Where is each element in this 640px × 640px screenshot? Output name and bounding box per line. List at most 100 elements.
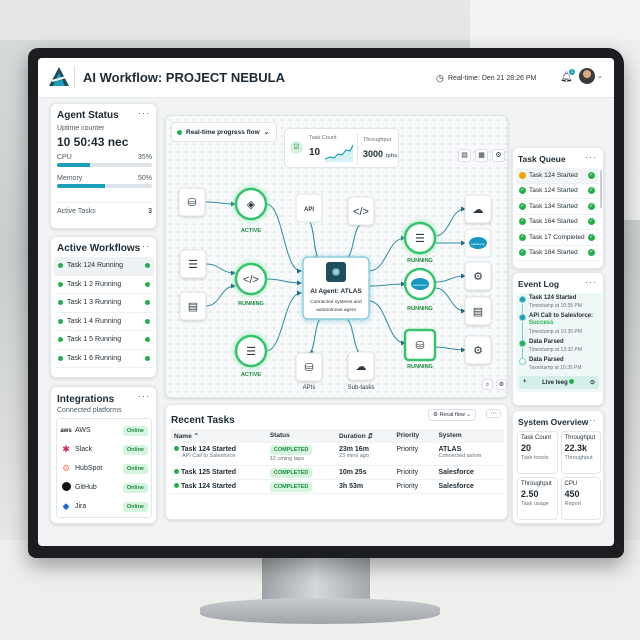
- node-status-label: RUNNING: [238, 301, 264, 307]
- user-avatar[interactable]: [579, 68, 595, 84]
- integrations-card: Integrations ··· Connected platforms aws…: [50, 386, 157, 524]
- workflow-item[interactable]: Task 1 5 Running: [54, 331, 154, 350]
- status-dot-icon: [58, 300, 63, 306]
- integration-github[interactable]: GitHub Online: [60, 478, 148, 497]
- server-node[interactable]: ☰: [234, 334, 268, 368]
- calendar-icon[interactable]: ▦: [475, 149, 488, 162]
- clipboard-icon[interactable]: ▤: [458, 149, 471, 162]
- event-title: Data Parsed: [529, 338, 564, 345]
- recent-tasks-table: Name ⌃ Status Duration ⇵ Priority System Tas…: [170, 429, 504, 494]
- salesforce-icon[interactable]: salesforce: [464, 228, 492, 258]
- chevron-down-icon[interactable]: ⌄: [597, 73, 603, 80]
- check-icon: ✓: [519, 187, 526, 195]
- queue-item[interactable]: ✓ Task 124 Started ✓: [516, 184, 598, 199]
- status-dot-icon: [145, 281, 150, 287]
- monitor-stand-neck: [262, 556, 370, 606]
- document-settings-icon[interactable]: ▤: [464, 296, 492, 326]
- check-icon: ✓: [588, 233, 595, 241]
- column-header[interactable]: System: [434, 429, 504, 443]
- workflow-item[interactable]: Task 1 4 Running: [54, 313, 154, 331]
- bell-icon[interactable]: 🔔︎: [560, 72, 573, 83]
- plus-icon[interactable]: +: [523, 379, 527, 386]
- zoom-icon[interactable]: ⌕: [482, 379, 493, 390]
- column-header[interactable]: Duration ⇵: [334, 429, 393, 443]
- salesforce-node[interactable]: salesforce: [403, 267, 437, 301]
- svg-text:</>: </>: [243, 274, 259, 286]
- integration-jira[interactable]: ◆ Jira Online: [60, 497, 148, 516]
- neural-network-icon: ✺: [331, 267, 340, 279]
- settings-icon[interactable]: ⊙: [589, 379, 595, 386]
- table-row[interactable]: Task 125 Started COMPLETED 10m 25s Priority…: [170, 465, 504, 480]
- more-icon[interactable]: ···: [138, 391, 150, 401]
- more-icon[interactable]: ···: [585, 152, 597, 162]
- status-dot-icon: [174, 483, 179, 488]
- more-icon[interactable]: ···: [138, 108, 150, 118]
- integration-aws[interactable]: aws AWS Online: [60, 421, 148, 440]
- code-node[interactable]: </>: [234, 262, 268, 296]
- slack-logo-icon: ✱: [62, 444, 70, 454]
- node-status-label: ACTIVE: [241, 372, 262, 378]
- queue-item[interactable]: ✓ Task 184 Started ✓: [516, 246, 598, 261]
- event-status-icon: [519, 357, 526, 365]
- column-header[interactable]: Name ⌃: [170, 429, 266, 443]
- svg-text:☰: ☰: [415, 233, 425, 245]
- workflow-item[interactable]: Task 1 2 Running: [54, 276, 154, 294]
- settings-icon[interactable]: ⚙: [492, 149, 505, 162]
- queue-item[interactable]: ✓ Task 164 Started ✓: [516, 215, 598, 230]
- event-time: Taxestamp at 10:35 PM: [529, 364, 582, 371]
- document-icon[interactable]: ▤: [179, 291, 207, 321]
- queue-label: Task 124 Started: [529, 171, 578, 179]
- more-icon[interactable]: ···: [585, 277, 597, 287]
- server-node[interactable]: ☰: [403, 221, 437, 255]
- live-log-bar[interactable]: + Live leeg ⊙: [519, 375, 599, 389]
- database-node[interactable]: ⛁: [403, 328, 437, 362]
- more-icon[interactable]: ···: [585, 415, 597, 425]
- integration-slack[interactable]: ✱ Slack Online: [60, 440, 148, 459]
- workflow-item[interactable]: Task 124 Running: [54, 257, 154, 276]
- flow-connector: [308, 318, 322, 356]
- settings-icon[interactable]: ⚙: [496, 379, 507, 390]
- system: Salesforce: [438, 469, 474, 476]
- column-label: Name: [174, 433, 192, 440]
- queue-item[interactable]: ✓ Task 134 Started ✓: [516, 199, 598, 215]
- server-icon[interactable]: ☰: [179, 249, 207, 279]
- status-badge: Online: [122, 444, 148, 455]
- queue-item[interactable]: Task 124 Started ✓: [516, 168, 598, 184]
- layers-node[interactable]: ◈: [234, 187, 268, 221]
- gear-icon[interactable]: ⚙: [464, 261, 492, 291]
- database-icon[interactable]: ⛁: [178, 187, 206, 217]
- status-dot-icon: [174, 469, 179, 474]
- column-header[interactable]: Priority: [392, 429, 435, 443]
- salesforce-logo-text: salesforce: [471, 242, 485, 246]
- integration-hubspot[interactable]: ⚙ HubSpot Online: [60, 459, 148, 478]
- priority: Priority: [392, 465, 435, 480]
- workflow-item[interactable]: Task 1 3 Running: [54, 294, 154, 313]
- cloud-download-icon[interactable]: ☁: [347, 351, 375, 381]
- scrollbar[interactable]: [600, 170, 602, 208]
- tile-value: 450: [564, 489, 580, 499]
- table-row[interactable]: Task 124 Started COMPLETED 3h 53m Priority S…: [170, 479, 504, 494]
- workflow-diagram: ⛁ ☰ ▤ ◈ ACTIVE </> RUNNING ☰ ACTIVE API </> ⛁ ☁ APIs S…: [178, 187, 492, 391]
- api-icon[interactable]: API: [295, 193, 323, 223]
- column-label: Status: [269, 432, 290, 439]
- more-icon[interactable]: ···: [486, 409, 501, 418]
- database-icon[interactable]: ⛁: [295, 352, 323, 382]
- pending-icon: [519, 171, 526, 179]
- table-row[interactable]: Task 124 Started API Call to Salesforce CO…: [170, 443, 504, 466]
- cloud-download-icon[interactable]: ☁: [464, 194, 492, 224]
- memory-bar: [57, 184, 152, 188]
- queue-item[interactable]: ✓ Task 17 Completed ✓: [516, 230, 598, 246]
- uptime-value: 10 50:43 nec: [57, 135, 129, 149]
- flow-view-dropdown[interactable]: Real-time progress flow ⌄: [171, 122, 277, 142]
- column-header[interactable]: Status: [265, 429, 335, 443]
- flow-connector: [345, 318, 362, 356]
- flow-connector: [308, 221, 320, 261]
- ai-agent-node[interactable]: ✺ AI Agent: ATLAS Connected systems and aut…: [302, 256, 370, 320]
- code-window-icon[interactable]: </>: [347, 196, 375, 226]
- filter-dropdown[interactable]: ⚙ Recal flow ⌄: [428, 409, 476, 421]
- gear-icon[interactable]: ⚙: [464, 335, 492, 365]
- memory-value: 50%: [137, 175, 152, 182]
- svg-text:☰: ☰: [246, 346, 256, 358]
- more-icon[interactable]: ···: [138, 241, 150, 251]
- workflow-item[interactable]: Task 1 6 Running: [54, 350, 154, 368]
